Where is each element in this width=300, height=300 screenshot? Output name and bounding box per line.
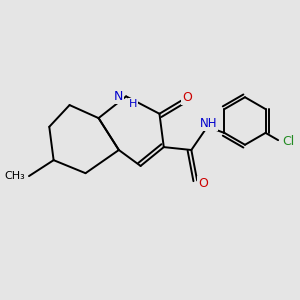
Text: O: O (198, 177, 208, 190)
Text: NH: NH (200, 117, 218, 130)
Text: H: H (129, 99, 137, 109)
Text: N: N (114, 90, 123, 103)
Text: Cl: Cl (282, 135, 294, 148)
Text: CH₃: CH₃ (4, 171, 25, 181)
Text: O: O (182, 91, 192, 104)
